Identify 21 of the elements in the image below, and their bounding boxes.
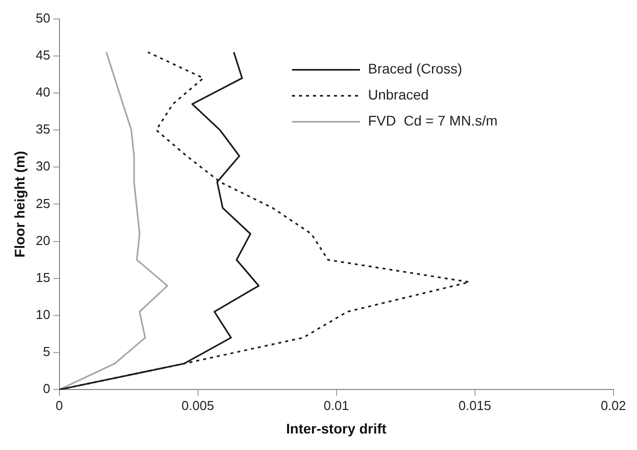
x-tick-label: 0.01 — [324, 398, 349, 413]
y-tick-label: 50 — [36, 10, 50, 26]
y-axis-title: Floor height (m) — [11, 150, 28, 258]
legend-label: Unbraced — [368, 86, 429, 103]
legend-label: FVD Cd = 7 MN.s/m — [368, 112, 498, 129]
y-tick-label: 0 — [43, 381, 50, 396]
x-tick-label: 0.02 — [600, 398, 626, 413]
y-tick-label: 5 — [43, 344, 50, 360]
x-axis-title: Inter-story drift — [286, 420, 387, 436]
x-tick-label: 0 — [56, 398, 63, 413]
x-tick-label: 0.005 — [182, 398, 214, 413]
y-tick-label: 30 — [36, 158, 50, 174]
y-tick-label: 35 — [36, 122, 50, 137]
y-tick-label: 45 — [36, 47, 50, 62]
y-tick-label: 10 — [36, 307, 50, 322]
y-tick-label: 15 — [36, 270, 50, 285]
y-tick-label: 20 — [36, 232, 50, 248]
y-tick-label: 40 — [36, 84, 50, 100]
legend-label: Braced (Cross) — [368, 60, 462, 77]
y-tick-label: 25 — [36, 196, 50, 211]
x-tick-label: 0.015 — [458, 398, 492, 413]
